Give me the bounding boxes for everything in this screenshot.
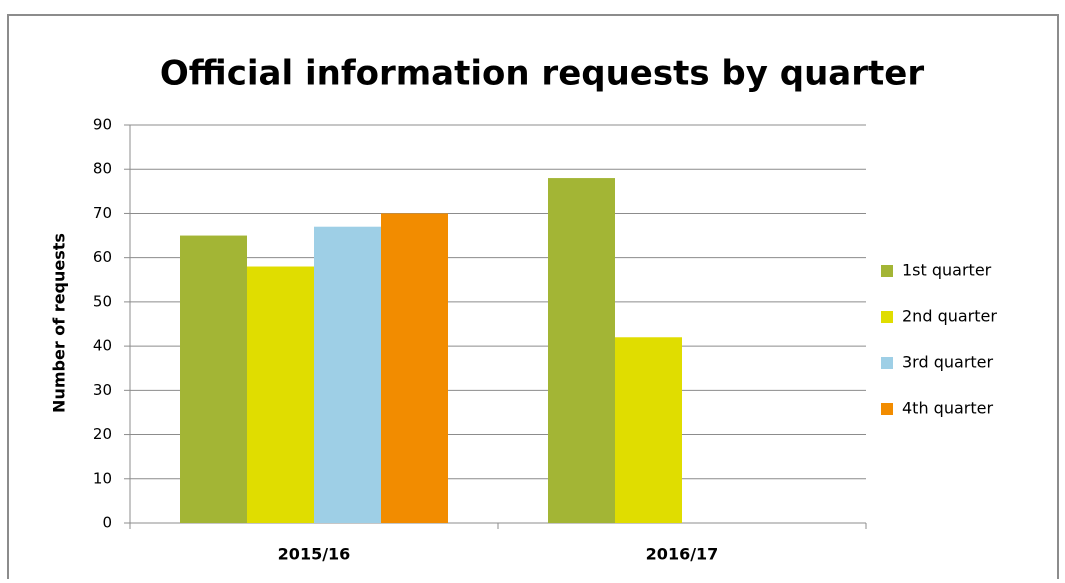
y-tick-label: 50 [93,292,112,310]
bar [381,213,448,523]
y-tick-label: 80 [93,160,112,178]
bar [247,266,314,523]
chart-frame [7,14,1059,583]
bar [314,226,381,523]
y-tick-label: 90 [93,116,112,134]
legend-label: 2nd quarter [902,307,997,326]
bar [180,235,247,524]
y-tick-label: 40 [93,337,112,355]
y-tick-label: 30 [93,381,112,399]
y-tick-label: 10 [93,469,112,487]
y-tick-label: 60 [93,248,112,266]
legend-label: 3rd quarter [902,353,994,372]
y-tick-label: 70 [93,204,112,222]
chart-title: Official information requests by quarter [160,54,924,94]
legend-label: 1st quarter [902,261,992,280]
legend-label: 4th quarter [902,399,993,418]
y-axis-label: Number of requests [50,233,69,413]
legend-swatch [881,357,893,369]
legend-swatch [881,311,893,323]
legend-swatch [881,403,893,415]
y-tick-label: 20 [93,425,112,443]
bar [615,337,682,523]
x-tick-label: 2016/17 [646,545,719,564]
x-tick-label: 2015/16 [278,545,351,564]
legend-swatch [881,265,893,277]
bar [548,178,615,524]
y-tick-label: 0 [102,514,112,532]
